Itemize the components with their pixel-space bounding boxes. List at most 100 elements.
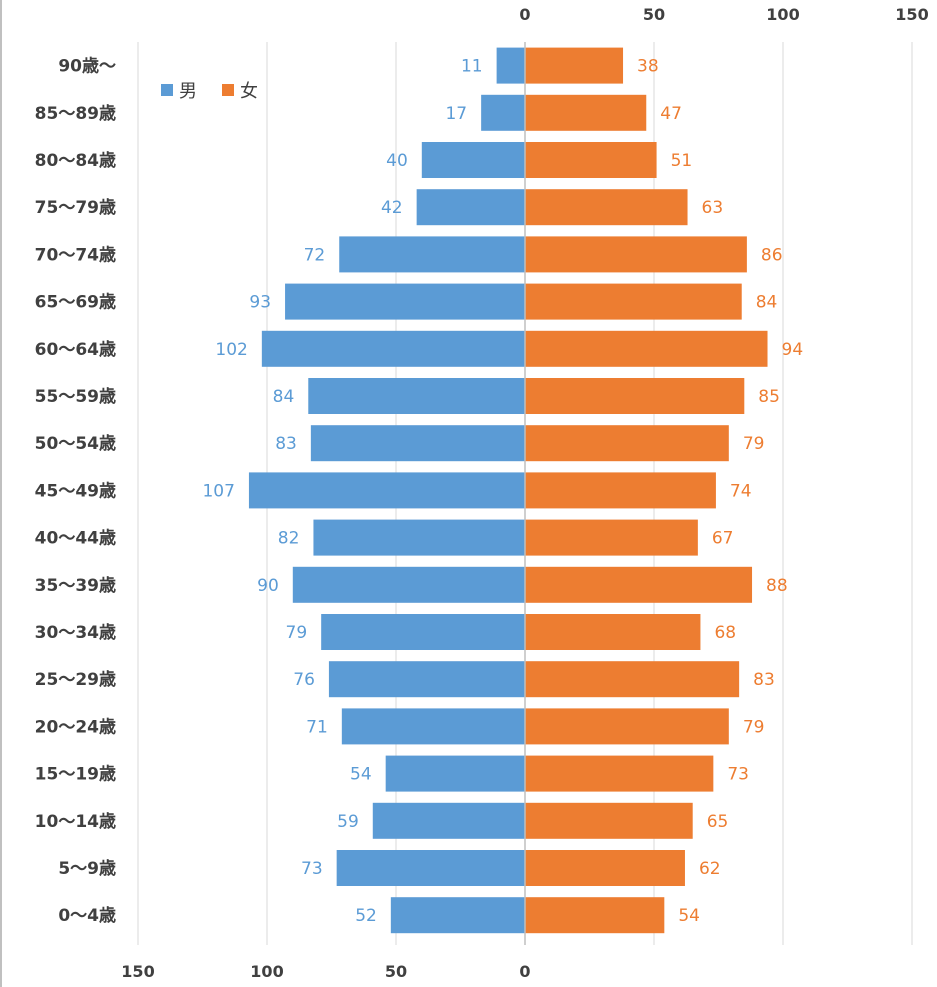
data-label-female-11: 85 xyxy=(758,387,780,407)
bottom-tick-2: 50 xyxy=(385,962,407,981)
category-label-9: 45〜49歳 xyxy=(35,480,116,501)
data-label-female-6: 68 xyxy=(714,623,736,643)
top-tick-3: 150 xyxy=(895,5,928,24)
data-label-female-10: 79 xyxy=(743,434,765,454)
data-label-male-18: 11 xyxy=(461,57,483,77)
bar-male-7 xyxy=(292,566,525,603)
data-label-female-16: 51 xyxy=(671,151,693,171)
category-label-5: 25〜29歳 xyxy=(35,669,116,690)
category-label-0: 0〜4歳 xyxy=(58,905,116,926)
bar-female-5 xyxy=(525,661,740,698)
category-labels: 0〜4歳 5〜9歳 10〜14歳 15〜19歳 20〜24歳 25〜29歳 30〜34歳 35… xyxy=(35,56,116,927)
bar-male-10 xyxy=(310,425,525,462)
bar-male-4 xyxy=(341,708,525,745)
data-label-male-0: 52 xyxy=(355,906,377,926)
bar-male-8 xyxy=(313,519,525,556)
data-label-male-4: 71 xyxy=(306,717,328,737)
data-label-male-14: 72 xyxy=(304,245,326,265)
data-label-male-11: 84 xyxy=(273,387,295,407)
data-label-female-1: 62 xyxy=(699,859,721,879)
data-label-female-9: 74 xyxy=(730,481,752,501)
category-label-18: 90歳〜 xyxy=(58,56,116,77)
category-label-10: 50〜54歳 xyxy=(35,433,116,454)
data-label-male-6: 79 xyxy=(286,623,308,643)
bar-female-13 xyxy=(525,283,742,320)
data-label-female-2: 65 xyxy=(707,812,729,832)
data-label-male-8: 82 xyxy=(278,529,300,549)
data-label-male-13: 93 xyxy=(249,293,271,313)
bottom-axis-ticks: 150 100 50 0 xyxy=(121,962,530,981)
data-label-female-5: 83 xyxy=(753,670,775,690)
data-label-male-7: 90 xyxy=(257,576,279,596)
top-tick-0: 0 xyxy=(519,5,530,24)
data-label-female-18: 38 xyxy=(637,57,659,77)
bar-female-17 xyxy=(525,94,647,131)
data-label-male-1: 73 xyxy=(301,859,323,879)
bar-female-7 xyxy=(525,566,753,603)
bar-female-16 xyxy=(525,142,657,178)
category-label-13: 65〜69歳 xyxy=(35,292,116,313)
bar-male-17 xyxy=(481,94,525,131)
data-label-female-17: 47 xyxy=(660,104,682,124)
bar-female-15 xyxy=(525,189,688,226)
data-label-female-8: 67 xyxy=(712,529,734,549)
category-label-15: 75〜79歳 xyxy=(35,197,116,218)
female-bars xyxy=(525,47,768,934)
bar-male-12 xyxy=(261,330,525,367)
category-label-12: 60〜64歳 xyxy=(35,339,116,360)
legend-label-female: 女 xyxy=(240,81,258,102)
bar-male-1 xyxy=(336,850,525,886)
bar-male-14 xyxy=(339,236,525,273)
bar-male-16 xyxy=(421,142,525,178)
category-label-14: 70〜74歳 xyxy=(35,244,116,265)
data-label-male-16: 40 xyxy=(386,151,408,171)
legend-label-male: 男 xyxy=(179,81,197,102)
bottom-tick-3: 0 xyxy=(519,962,530,981)
bar-female-6 xyxy=(525,614,701,650)
data-label-female-13: 84 xyxy=(756,293,778,313)
data-label-female-7: 88 xyxy=(766,576,788,596)
data-label-male-17: 17 xyxy=(445,104,467,124)
category-label-17: 85〜89歳 xyxy=(35,103,116,124)
data-label-female-4: 79 xyxy=(743,717,765,737)
bottom-tick-1: 100 xyxy=(250,962,283,981)
data-label-female-15: 63 xyxy=(702,198,724,218)
bar-male-11 xyxy=(308,378,525,414)
bar-female-8 xyxy=(525,519,698,556)
bar-male-9 xyxy=(248,472,525,509)
bar-female-0 xyxy=(525,897,665,934)
top-tick-1: 50 xyxy=(643,5,665,24)
category-label-6: 30〜34歳 xyxy=(35,622,116,643)
category-label-2: 10〜14歳 xyxy=(35,811,116,832)
legend-swatch-male xyxy=(161,84,173,96)
category-label-3: 15〜19歳 xyxy=(35,764,116,785)
data-label-male-5: 76 xyxy=(293,670,315,690)
data-label-female-0: 54 xyxy=(678,906,700,926)
female-data-labels: 54 62 65 73 79 83 68 88 67 74 79 85 94 84 86 63 51 47 38 xyxy=(637,57,803,927)
top-tick-2: 100 xyxy=(766,5,799,24)
male-bars xyxy=(248,47,525,934)
bar-female-12 xyxy=(525,330,768,367)
category-label-7: 35〜39歳 xyxy=(35,575,116,596)
legend: 男 女 xyxy=(161,81,258,102)
bar-female-18 xyxy=(525,47,624,84)
bottom-tick-0: 150 xyxy=(121,962,154,981)
category-label-16: 80〜84歳 xyxy=(35,150,116,171)
male-data-labels: 52 73 59 54 71 76 79 90 82 107 83 84 102 93 72 42 40 17 11 xyxy=(202,57,482,927)
data-label-male-9: 107 xyxy=(202,481,234,501)
legend-swatch-female xyxy=(222,84,234,96)
bar-male-6 xyxy=(321,614,525,650)
category-label-8: 40〜44歳 xyxy=(35,528,116,549)
bar-male-2 xyxy=(372,802,525,839)
data-label-male-12: 102 xyxy=(215,340,247,360)
data-label-male-3: 54 xyxy=(350,765,372,785)
bar-male-15 xyxy=(416,189,525,226)
bar-male-5 xyxy=(328,661,525,698)
data-label-female-12: 94 xyxy=(782,340,804,360)
category-label-11: 55〜59歳 xyxy=(35,386,116,407)
category-label-4: 20〜24歳 xyxy=(35,716,116,737)
category-label-1: 5〜9歳 xyxy=(58,858,116,879)
bar-female-10 xyxy=(525,425,729,462)
data-label-male-15: 42 xyxy=(381,198,403,218)
